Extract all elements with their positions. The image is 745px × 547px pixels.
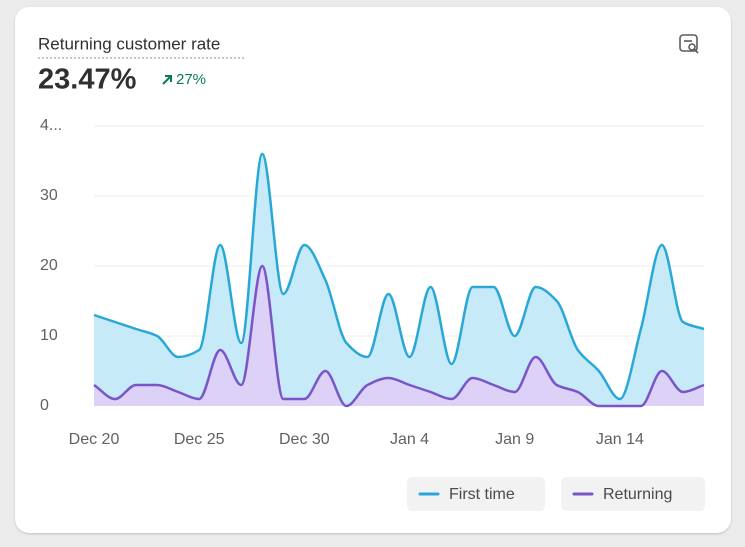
x-tick-label: Dec 20: [69, 431, 120, 448]
y-tick-label: 10: [40, 327, 58, 344]
legend-label: Returning: [603, 486, 672, 503]
legend-label: First time: [449, 486, 515, 503]
area: [94, 154, 704, 406]
y-tick-label: 0: [40, 397, 49, 414]
chart-title: Returning customer rate: [38, 34, 220, 53]
metric-value: 23.47%: [38, 64, 137, 96]
legend-item[interactable]: [561, 477, 705, 511]
card: [15, 7, 731, 533]
x-tick-label: Dec 25: [174, 431, 225, 448]
line: [93, 264, 705, 408]
x-tick-label: Jan 9: [495, 431, 534, 448]
trend-arrow: [162, 75, 172, 85]
insights-icon[interactable]: [679, 34, 699, 54]
y-tick-label: 4...: [40, 117, 62, 134]
legend-item[interactable]: [407, 477, 545, 511]
y-tick-label: 20: [40, 257, 58, 274]
x-tick-label: Jan 14: [596, 431, 644, 448]
metric-change: 27%: [176, 71, 206, 88]
x-tick-label: Dec 30: [279, 431, 330, 448]
y-tick-label: 30: [40, 187, 58, 204]
line: [93, 152, 705, 401]
x-tick-label: Jan 4: [390, 431, 429, 448]
